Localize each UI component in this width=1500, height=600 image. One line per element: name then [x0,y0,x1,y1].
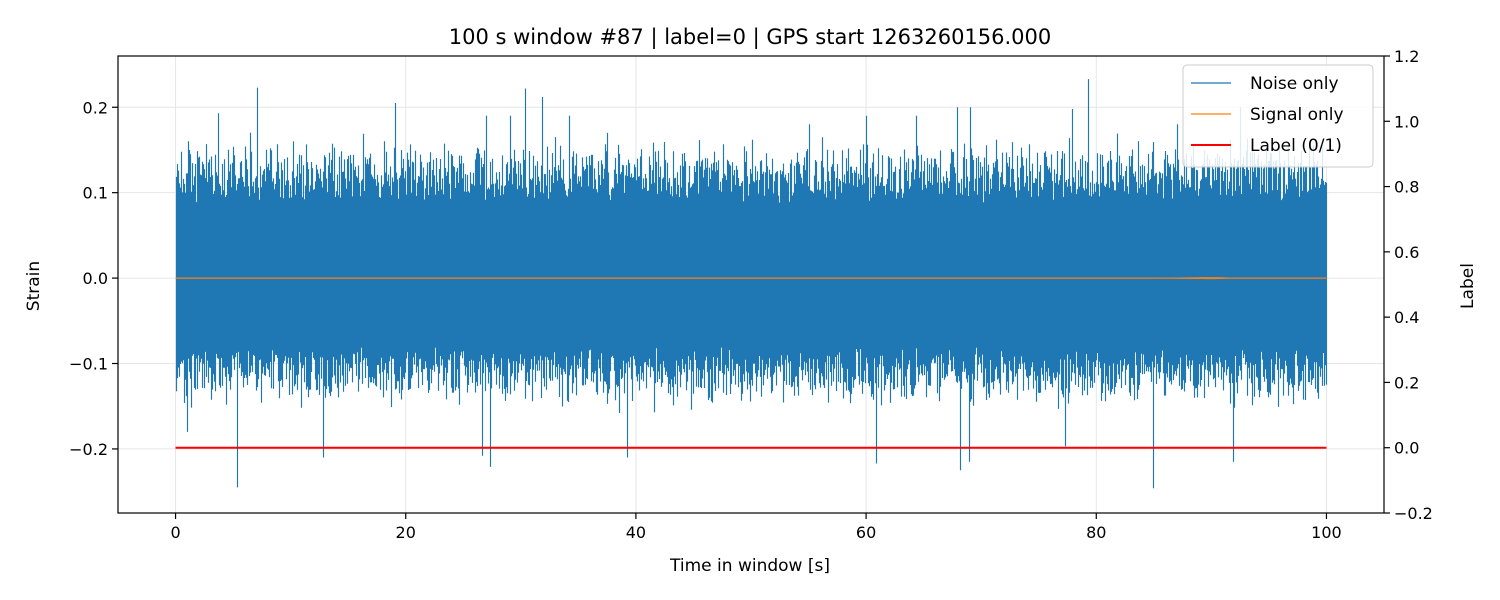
x-tick-label: 100 [1311,523,1342,542]
y2-tick-label: 0.4 [1394,308,1419,327]
y-tick-label: −0.2 [69,440,108,459]
legend-label: Noise only [1250,74,1339,94]
x-tick-label: 0 [170,523,180,542]
y-tick-label: 0.2 [83,98,108,117]
y2-tick-label: 0.2 [1394,373,1419,392]
y-axis-label: Strain [24,261,44,311]
y2-tick-label: 0.8 [1394,178,1419,197]
signal-chirp [1120,277,1234,280]
legend-label: Label (0/1) [1250,136,1342,156]
x-axis-ticks: 0 20 40 60 80 100 [170,513,1342,542]
x-tick-label: 20 [396,523,416,542]
y2-tick-label: 1.2 [1394,47,1419,66]
y-axis-ticks: −0.2 −0.1 0.0 0.1 0.2 [69,98,118,459]
y2-tick-label: −0.2 [1394,504,1433,523]
chart-title: 100 s window #87 | label=0 | GPS start 1… [449,25,1052,50]
y2-tick-label: 0.0 [1394,439,1419,458]
x-tick-label: 80 [1086,523,1106,542]
y2-axis-label: Label [1458,263,1478,309]
x-tick-label: 60 [856,523,876,542]
series-noise-only [175,79,1328,489]
y-tick-label: 0.1 [83,184,108,203]
x-tick-label: 40 [626,523,646,542]
legend-box [1182,64,1374,168]
plot-frame [117,55,1385,514]
legend-label: Signal only [1250,105,1344,125]
legend: Noise only Signal only Label (0/1) [1182,64,1374,168]
y2-tick-label: 1.0 [1394,112,1419,131]
y2-tick-label: 0.6 [1394,243,1419,262]
y-tick-label: −0.1 [69,355,108,374]
y-tick-label: 0.0 [83,269,108,288]
series-signal-only [175,277,1327,280]
x-axis-label: Time in window [s] [669,556,830,576]
y2-axis-ticks: −0.2 0.0 0.2 0.4 0.6 0.8 1.0 1.2 [1384,47,1433,523]
